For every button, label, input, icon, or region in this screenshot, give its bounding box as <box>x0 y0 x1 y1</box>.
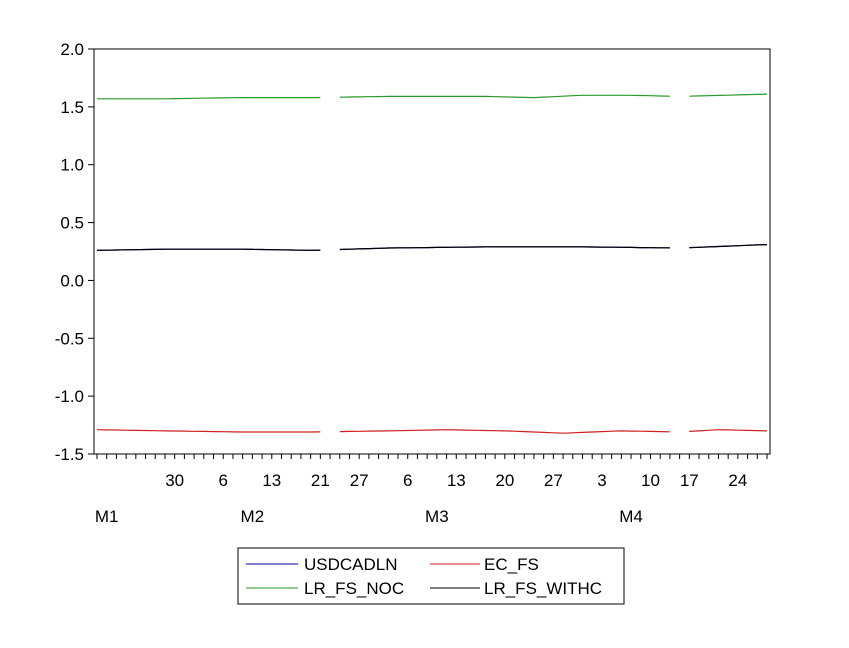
y-tick-label: 2.0 <box>60 40 84 59</box>
y-axis: 2.0 1.5 1.0 0.5 0.0 -0.5 -1.0 -1.5 <box>55 40 94 464</box>
series-line-ec-fs <box>96 429 768 434</box>
y-tick-label: 1.5 <box>60 98 84 117</box>
legend: USDCADLN EC_FS LR_FS_NOC LR_FS_WITHC <box>237 547 625 605</box>
y-tick-label: 0.5 <box>60 214 84 233</box>
x-month-label: M1 <box>95 507 119 526</box>
legend-label-lr-fs-noc: LR_FS_NOC <box>304 579 404 598</box>
x-month-label: M4 <box>619 507 643 526</box>
x-tick-label: 6 <box>218 471 227 490</box>
legend-box <box>237 547 625 605</box>
x-tick-label: 27 <box>544 471 563 490</box>
series-layer <box>96 93 768 434</box>
y-tick-label: 1.0 <box>60 156 84 175</box>
x-tick-label: 17 <box>680 471 699 490</box>
legend-label-ec-fs: EC_FS <box>484 555 539 574</box>
x-tick-label: 10 <box>641 471 660 490</box>
plot-frame <box>93 48 771 455</box>
y-tick-label: -1.5 <box>55 445 84 464</box>
series-line-lr-fs-withc <box>96 244 768 251</box>
legend-label-lr-fs-withc: LR_FS_WITHC <box>484 579 602 598</box>
legend-label-usdcadln: USDCADLN <box>304 555 398 574</box>
x-tick-label: 6 <box>403 471 412 490</box>
y-tick-label: 0.0 <box>60 271 84 290</box>
x-month-label: M3 <box>425 507 449 526</box>
series-line-lr-fs-noc <box>97 93 768 100</box>
x-tick-label: 13 <box>447 471 466 490</box>
x-tick-label: 21 <box>311 471 330 490</box>
x-tick-label: 13 <box>262 471 281 490</box>
x-axis: 30 6 13 21 27 6 13 20 27 3 10 17 24 M1 M2 M3 M4 <box>95 454 768 526</box>
x-tick-label: 3 <box>597 471 606 490</box>
x-tick-label: 24 <box>728 471 747 490</box>
x-tick-label: 27 <box>350 471 369 490</box>
x-tick-label: 30 <box>165 471 184 490</box>
x-month-label: M2 <box>241 507 265 526</box>
y-tick-label: -1.0 <box>55 387 84 406</box>
y-tick-label: -0.5 <box>55 329 84 348</box>
x-tick-label: 20 <box>495 471 514 490</box>
